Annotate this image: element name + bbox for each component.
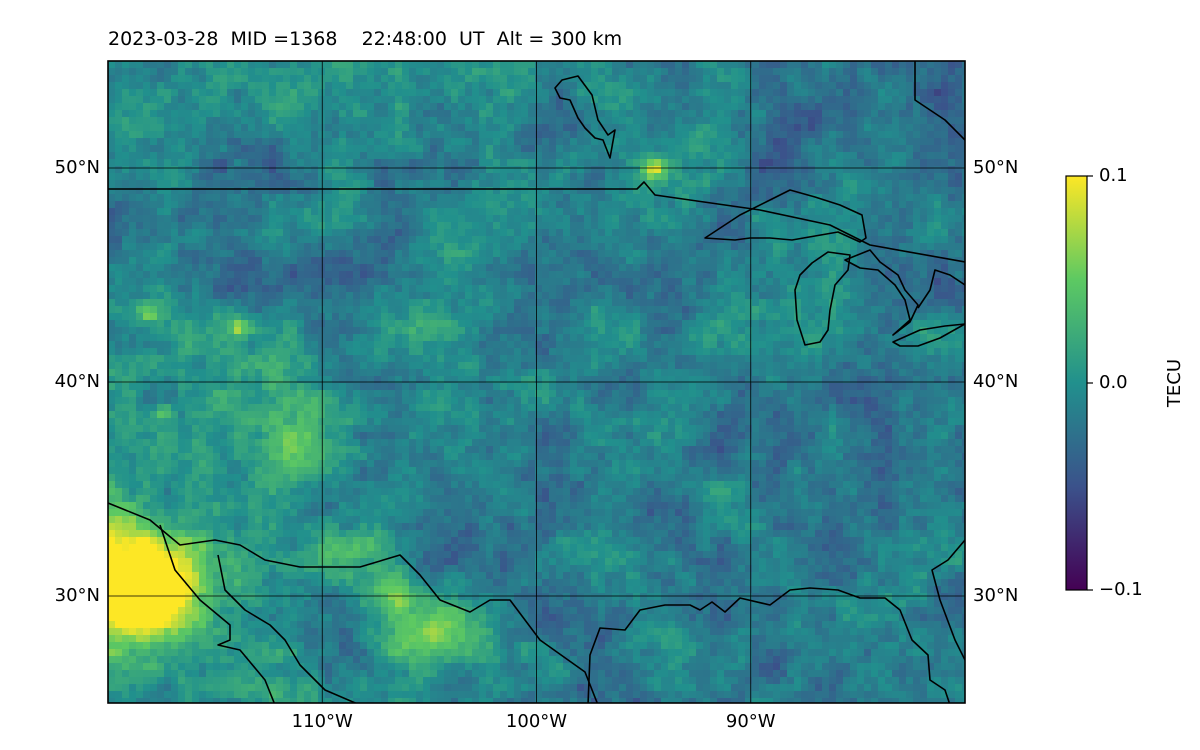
- coastlines-and-borders: [108, 61, 965, 703]
- gulf-of-mexico-coast: [587, 587, 951, 703]
- lake-erie-ontario: [892, 323, 965, 347]
- colorbar-label: TECU: [1164, 359, 1185, 408]
- colorbar-tick-label: −0.1: [1099, 579, 1143, 600]
- baja-california: [159, 524, 276, 703]
- lat-tick-label-left: 50°N: [55, 157, 100, 178]
- gulf-of-california-coast: [217, 554, 358, 703]
- florida-coast: [931, 539, 965, 661]
- lat-tick-label-right: 40°N: [973, 371, 1018, 392]
- lat-labels-right: 30°N 40°N 50°N: [973, 157, 1018, 606]
- us-mexico-border: [108, 502, 599, 703]
- colorbar: 0.1 0.0 −0.1 TECU: [1065, 165, 1185, 600]
- tec-heatmap: [108, 61, 965, 703]
- lon-tick-label: 90°W: [726, 711, 776, 732]
- lake-michigan: [794, 251, 851, 346]
- colorbar-gradient: [1065, 175, 1088, 591]
- lon-tick-label: 100°W: [506, 711, 567, 732]
- lon-labels: 110°W 100°W 90°W: [292, 711, 776, 732]
- hudson-bay-coast: [914, 61, 965, 141]
- colorbar-tick-label: 0.0: [1099, 372, 1128, 393]
- graticule: [108, 61, 965, 703]
- map-frame: [107, 60, 966, 704]
- lat-tick-label-right: 30°N: [973, 585, 1018, 606]
- lat-tick-label-left: 40°N: [55, 371, 100, 392]
- lake-superior: [704, 189, 867, 243]
- lake-huron: [844, 249, 919, 336]
- colorbar-ticks: 0.1 0.0 −0.1: [1087, 165, 1143, 600]
- us-canada-border: [108, 181, 965, 263]
- lat-tick-label-left: 30°N: [55, 585, 100, 606]
- great-lakes-east: [917, 269, 965, 309]
- lake-winnipeg: [554, 75, 616, 159]
- lat-tick-label-right: 50°N: [973, 157, 1018, 178]
- lat-labels-left: 30°N 40°N 50°N: [55, 157, 100, 606]
- colorbar-tick-label: 0.1: [1099, 165, 1128, 186]
- map-title: 2023-03-28 MID =1368 22:48:00 UT Alt = 3…: [108, 28, 623, 50]
- lon-tick-label: 110°W: [292, 711, 353, 732]
